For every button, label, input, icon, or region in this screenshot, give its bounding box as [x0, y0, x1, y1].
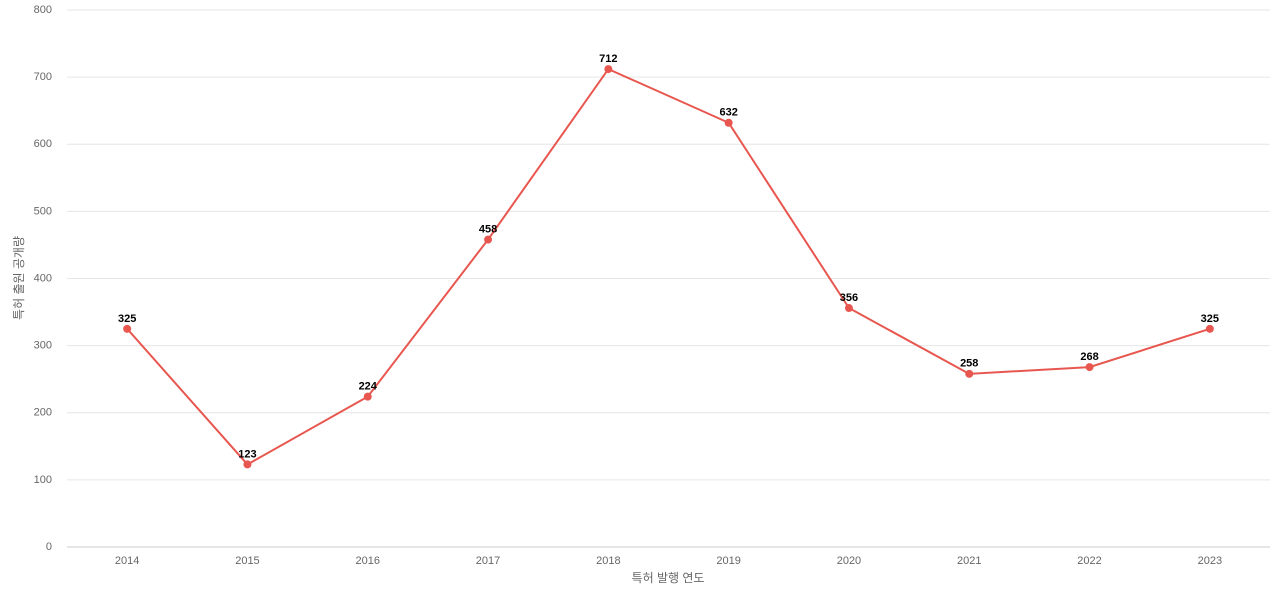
data-line [126, 67, 1211, 466]
data-label: 123 [238, 448, 256, 460]
data-point [243, 460, 252, 469]
data-point [363, 392, 372, 401]
x-tick-label: 2021 [957, 555, 981, 567]
y-tick-label: 100 [34, 474, 52, 486]
data-label: 458 [479, 223, 497, 235]
y-tick-label: 400 [34, 272, 52, 284]
y-tick-label: 500 [34, 205, 52, 217]
data-point [1205, 324, 1214, 333]
data-point [965, 369, 974, 378]
x-tick-label: 2017 [476, 555, 500, 567]
x-tick-label: 2023 [1198, 555, 1222, 567]
y-tick-label: 0 [46, 541, 52, 553]
y-tick-label: 700 [34, 71, 52, 83]
x-tick-label: 2016 [356, 555, 380, 567]
data-label: 258 [960, 358, 978, 370]
x-tick-label: 2022 [1077, 555, 1101, 567]
data-point [123, 324, 132, 333]
y-tick-label: 200 [34, 407, 52, 419]
data-label: 712 [599, 53, 617, 65]
x-tick-label: 2015 [235, 555, 259, 567]
x-tick-label: 2018 [596, 555, 620, 567]
data-point [604, 65, 613, 74]
data-label: 325 [1201, 313, 1219, 325]
data-point [1085, 363, 1094, 372]
y-axis-title: 특허 출원 공개량 [12, 236, 26, 320]
data-point [724, 118, 733, 127]
x-tick-label: 2020 [837, 555, 861, 567]
data-label: 224 [359, 381, 378, 393]
data-label: 356 [840, 292, 858, 304]
data-point [484, 235, 493, 244]
y-tick-label: 600 [34, 138, 52, 150]
data-label: 325 [118, 313, 136, 325]
x-tick-label: 2019 [716, 555, 740, 567]
y-tick-label: 300 [34, 340, 52, 352]
y-tick-label: 800 [34, 4, 52, 16]
data-label: 268 [1080, 351, 1098, 363]
data-label: 632 [719, 107, 737, 119]
x-axis-title: 특허 발행 연도 [632, 570, 705, 585]
data-point [844, 304, 853, 313]
x-tick-label: 2014 [115, 555, 139, 567]
